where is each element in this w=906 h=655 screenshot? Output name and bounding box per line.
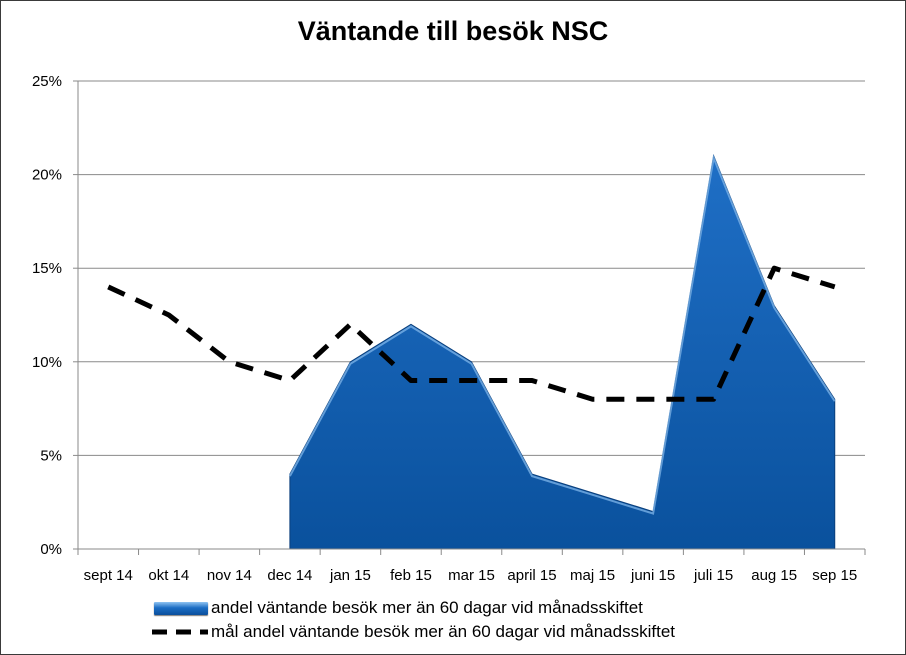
x-tick-label: feb 15 (390, 567, 432, 584)
legend-item-line: mål andel väntande besök mer än 60 dagar… (150, 620, 790, 644)
legend-label-line: mål andel väntande besök mer än 60 dagar… (211, 622, 675, 641)
x-tick-label: maj 15 (570, 567, 615, 584)
area-series-highlight (289, 154, 836, 515)
legend-swatch-dashed-line (152, 629, 208, 635)
area-series-fill (289, 154, 836, 550)
chart-title: Väntande till besök NSC (297, 16, 609, 46)
x-tick-label: juli 15 (693, 567, 733, 584)
chart-legend: andel väntande besök mer än 60 dagar vid… (150, 596, 790, 644)
x-tick-label: okt 14 (148, 567, 189, 584)
x-tick-label: sep 15 (812, 567, 857, 584)
y-tick-label: 0% (40, 541, 62, 558)
x-tick-label: juni 15 (630, 567, 675, 584)
target-line-series (107, 265, 836, 402)
y-tick-label: 20% (32, 167, 62, 184)
target-line-point (289, 380, 291, 382)
y-tick-label: 15% (32, 260, 62, 277)
x-tick-label: jan 15 (329, 567, 371, 584)
x-tick-label: sept 14 (84, 567, 133, 584)
y-tick-label: 25% (32, 73, 62, 90)
x-tick-label: nov 14 (207, 567, 252, 584)
x-tick-label: dec 14 (267, 567, 312, 584)
x-tick-label: aug 15 (751, 567, 797, 584)
legend-label-area: andel väntande besök mer än 60 dagar vid… (211, 598, 643, 617)
y-tick-label: 5% (40, 447, 62, 464)
target-line-point (349, 323, 351, 325)
legend-swatch-area (154, 602, 208, 615)
x-tick-label: april 15 (507, 567, 556, 584)
x-tick-label: mar 15 (448, 567, 495, 584)
y-tick-label: 10% (32, 354, 62, 371)
legend-item-area: andel väntande besök mer än 60 dagar vid… (150, 596, 790, 620)
